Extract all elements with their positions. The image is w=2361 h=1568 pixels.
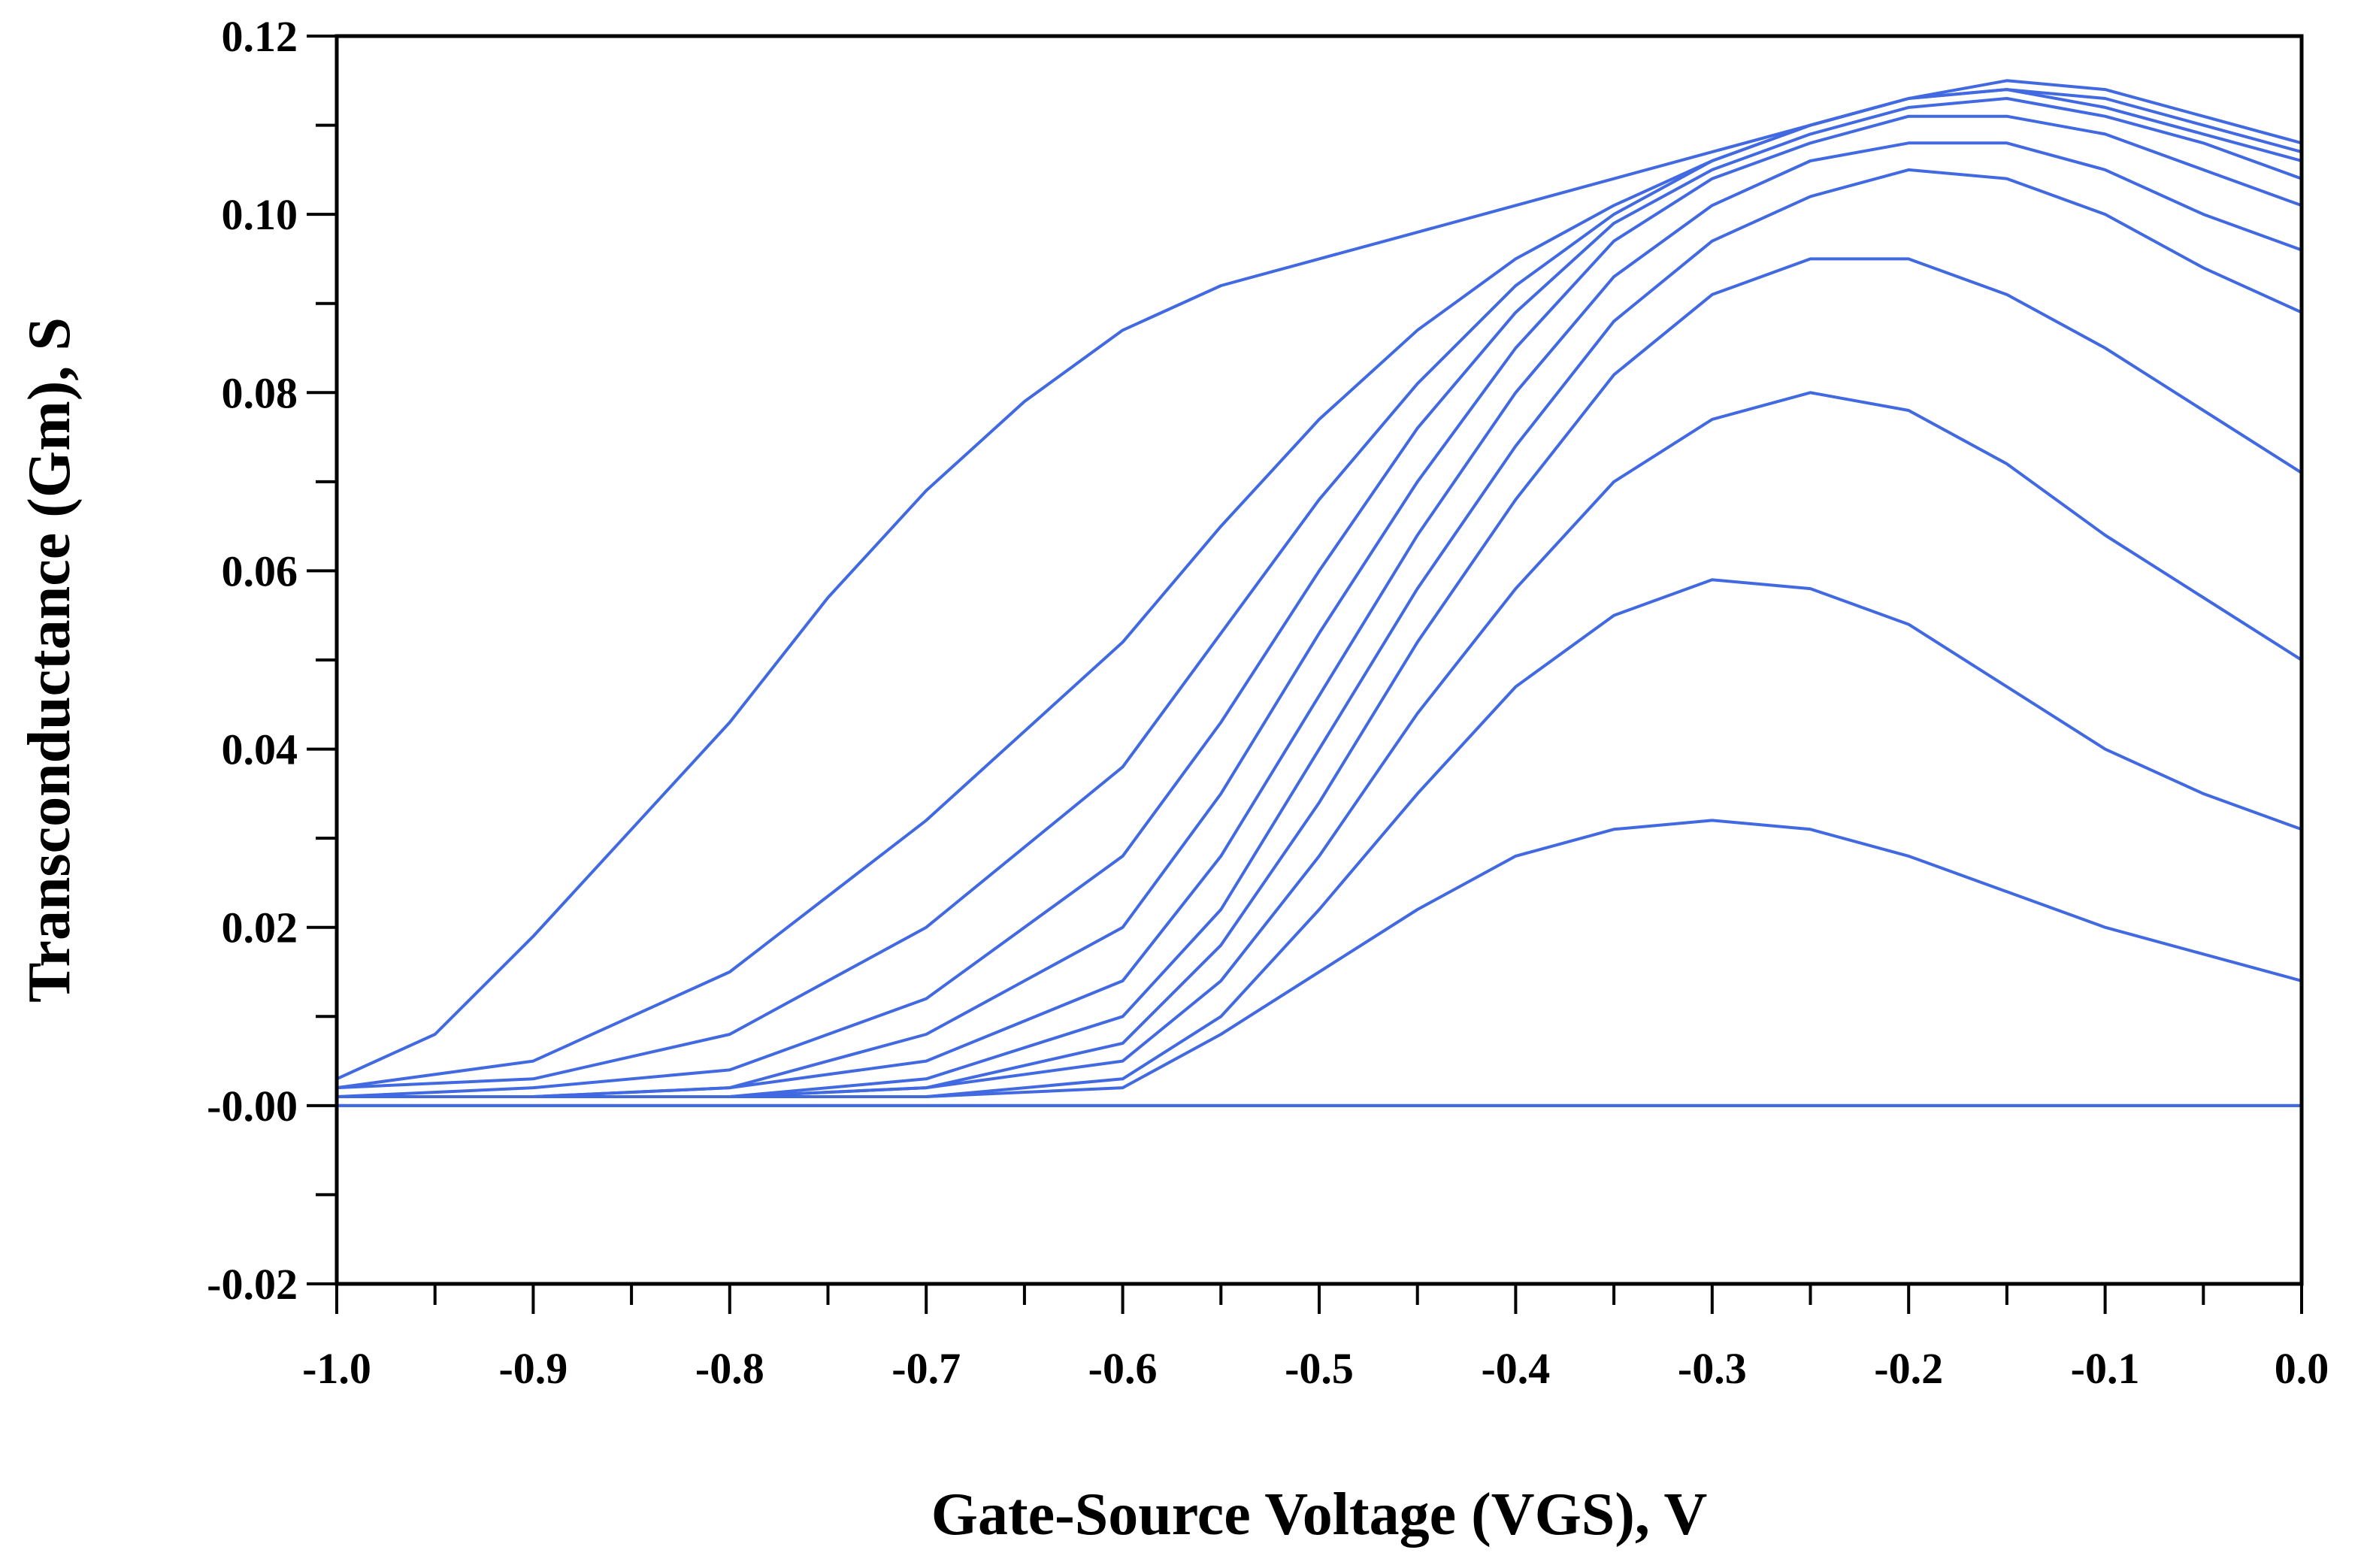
series-line-10: [335, 97, 2303, 1098]
x-tick-label: -0.2: [1874, 1344, 1943, 1393]
x-tick-label: 0.0: [2275, 1344, 2329, 1393]
x-tick-label: -0.7: [891, 1344, 961, 1393]
series-layer: [335, 79, 2303, 1107]
series-line-8: [335, 141, 2303, 1098]
x-tick-label: -0.6: [1088, 1344, 1158, 1393]
x-axis-title: Gate-Source Voltage (VGS), V: [931, 1482, 1708, 1548]
y-tick-label: -0.02: [207, 1260, 298, 1309]
y-tick-label: 0.12: [222, 12, 298, 61]
series-line-11: [335, 88, 2303, 1090]
x-axis-tick-labels: -1.0 -0.9 -0.8 -0.7 -0.6 -0.5 -0.4 -0.3 -0.2 -0.1…: [302, 1344, 2329, 1393]
x-tick-label: -1.0: [302, 1344, 371, 1393]
series-line-4: [335, 578, 2303, 1098]
x-tick-label: -0.1: [2071, 1344, 2140, 1393]
y-tick-label: 0.06: [222, 546, 298, 595]
series-line-12: [335, 88, 2303, 1090]
x-tick-label: -0.5: [1285, 1344, 1354, 1393]
y-axis-ticks: [307, 35, 337, 1285]
x-tick-label: -0.8: [695, 1344, 764, 1393]
series-line-6: [335, 257, 2303, 1098]
x-tick-label: -0.9: [498, 1344, 568, 1393]
y-tick-label: 0.04: [222, 725, 298, 774]
series-line-9: [335, 114, 2303, 1098]
y-tick-label: 0.10: [222, 190, 298, 239]
series-line-7: [335, 168, 2303, 1098]
y-tick-label: -0.00: [207, 1082, 298, 1131]
y-tick-label: 0.02: [222, 904, 298, 952]
x-tick-label: -0.4: [1481, 1344, 1550, 1393]
series-line-13: [335, 79, 2303, 1081]
x-tick-label: -0.3: [1678, 1344, 1747, 1393]
y-axis-title: Transconductance (Gm), S: [17, 317, 83, 1003]
y-tick-label: 0.08: [222, 368, 298, 417]
x-axis-ticks: [335, 1284, 2303, 1314]
y-axis-tick-labels: -0.02 -0.00 0.02 0.04 0.06 0.08 0.10 0.12: [207, 12, 298, 1309]
